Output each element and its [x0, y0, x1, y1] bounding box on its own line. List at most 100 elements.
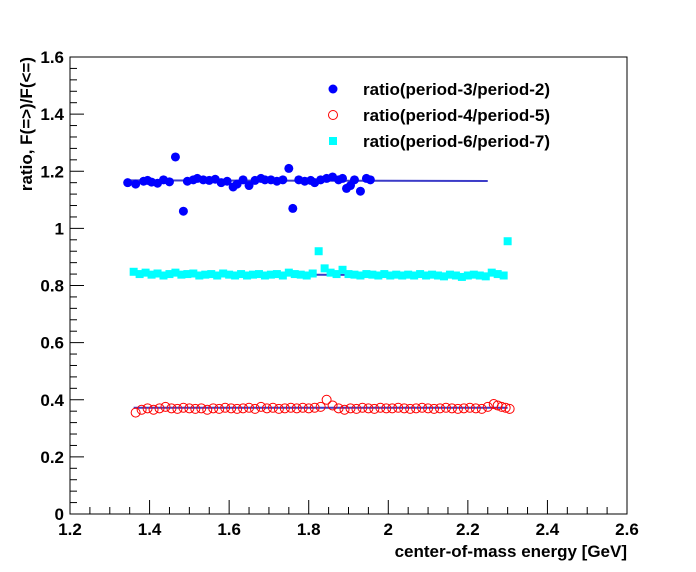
data-point [172, 403, 183, 414]
data-point [320, 264, 329, 273]
data-point [291, 403, 302, 414]
data-point [202, 404, 213, 415]
data-point [254, 270, 263, 279]
data-point [500, 402, 511, 413]
y-tick-label: 1.6 [40, 48, 64, 67]
data-point [387, 403, 398, 414]
data-point [482, 401, 493, 412]
data-point [243, 271, 252, 280]
plot-frame [69, 56, 628, 515]
data-point [213, 271, 222, 280]
y-tick-label: 1.4 [40, 105, 64, 124]
data-point [170, 152, 180, 162]
data-point [327, 400, 338, 411]
legend-marker [328, 110, 338, 120]
data-point [255, 401, 266, 412]
data-point [159, 271, 168, 280]
data-point [355, 186, 365, 196]
data-point [278, 271, 287, 280]
data-point [261, 403, 272, 414]
data-point [231, 271, 240, 280]
data-point [458, 403, 469, 414]
data-point [250, 403, 261, 414]
data-point [285, 402, 296, 413]
x-axis: 1.2 1.4 1.6 1.8 2 2.2 2.4 2.6 [58, 500, 639, 539]
data-point [190, 403, 201, 414]
data-point [135, 270, 144, 279]
data-point [434, 271, 443, 280]
data-point [410, 271, 419, 280]
data-point [417, 402, 428, 413]
legend-entry: ratio(period-6/period-7) [363, 132, 550, 151]
data-point [350, 270, 359, 279]
y-axis-title: ratio, F(=>)/F(<=) [17, 57, 36, 191]
data-point [422, 271, 431, 280]
legend-entry: ratio(period-3/period-2) [363, 80, 550, 99]
data-point [349, 175, 359, 185]
data-point [153, 269, 162, 278]
data-point [475, 271, 484, 280]
data-point [487, 268, 496, 277]
y-tick-label: 0.8 [40, 277, 64, 296]
data-point [440, 402, 451, 413]
data-point [315, 401, 326, 412]
data-point [195, 271, 204, 280]
data-point [278, 175, 288, 185]
x-axis-title: center-of-mass energy [GeV] [395, 542, 627, 561]
data-point [183, 270, 192, 279]
data-point [365, 175, 375, 185]
legend: ratio(period-3/period-2) ratio(period-4/p… [328, 80, 550, 151]
data-point [272, 270, 281, 279]
data-point [381, 403, 392, 414]
data-point [411, 403, 422, 414]
data-point [303, 403, 314, 414]
x-tick-label: 2.6 [615, 520, 639, 539]
data-point [504, 403, 515, 414]
data-point [446, 403, 457, 414]
data-point [428, 270, 437, 279]
data-point [339, 404, 350, 415]
legend-entry: ratio(period-4/period-5) [363, 106, 550, 125]
data-point [214, 403, 225, 414]
data-point [393, 402, 404, 413]
data-point [368, 270, 377, 279]
data-point [470, 403, 481, 414]
data-point [308, 269, 317, 278]
data-point [496, 401, 507, 412]
data-point [314, 247, 323, 256]
data-point [338, 173, 348, 183]
data-point [333, 403, 344, 414]
data-point [392, 270, 401, 279]
data-point [184, 403, 195, 414]
data-point [273, 403, 284, 414]
y-axis: 0 0.2 0.4 0.6 0.8 1 1.2 1.4 1.6 [40, 48, 84, 524]
data-point [380, 270, 389, 279]
data-point [249, 270, 258, 279]
x-tick-label: 1.6 [217, 520, 241, 539]
data-point [171, 268, 180, 277]
data-point [404, 270, 413, 279]
data-point [369, 403, 380, 414]
data-point [326, 268, 335, 277]
data-point [452, 403, 463, 414]
data-point [232, 403, 243, 414]
data-point [147, 270, 156, 279]
x-tick-label: 2 [384, 520, 393, 539]
data-point [284, 268, 293, 277]
data-point [351, 403, 362, 414]
data-point [219, 269, 228, 278]
data-point [244, 181, 254, 191]
data-point [464, 402, 475, 413]
data-point [196, 403, 207, 414]
data-point [165, 270, 174, 279]
data-point [201, 270, 210, 279]
data-point [288, 203, 298, 213]
data-point [284, 163, 294, 173]
data-point [237, 270, 246, 279]
data-point [207, 270, 216, 279]
data-point [344, 270, 353, 279]
data-point [260, 271, 269, 280]
data-point [244, 402, 255, 413]
data-point [469, 270, 478, 279]
